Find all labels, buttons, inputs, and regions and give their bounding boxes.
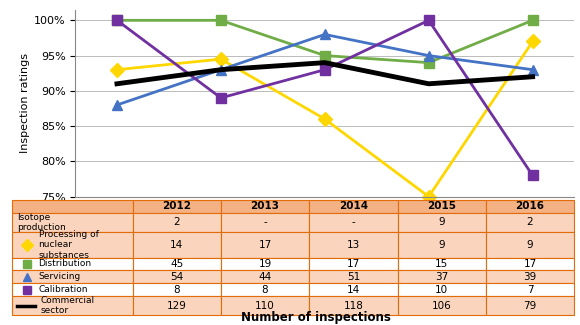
Bar [309, 270, 397, 283]
Bar [486, 200, 574, 213]
Text: 110: 110 [255, 301, 275, 311]
Text: 13: 13 [347, 240, 360, 250]
Bar [221, 200, 309, 213]
Bar [133, 200, 221, 213]
Text: 51: 51 [347, 272, 360, 282]
Bar [221, 270, 309, 283]
Bar [309, 213, 397, 232]
Text: 44: 44 [259, 272, 271, 282]
Text: 2015: 2015 [427, 201, 456, 211]
Text: 9: 9 [527, 240, 534, 250]
Bar [486, 296, 574, 315]
Bar [133, 257, 221, 270]
Text: 2016: 2016 [516, 201, 545, 211]
Text: 17: 17 [347, 259, 360, 269]
Text: 15: 15 [435, 259, 448, 269]
Bar [12, 283, 133, 296]
Text: 14: 14 [347, 285, 360, 294]
Bar [133, 270, 221, 283]
Bar [397, 296, 486, 315]
Bar [486, 270, 574, 283]
Bar [397, 270, 486, 283]
Bar [486, 232, 574, 257]
Bar [309, 257, 397, 270]
Text: 118: 118 [343, 301, 363, 311]
Bar [12, 296, 133, 315]
Bar [221, 257, 309, 270]
Bar [486, 283, 574, 296]
Text: 17: 17 [523, 259, 536, 269]
Text: 9: 9 [438, 217, 445, 227]
Text: 37: 37 [435, 272, 448, 282]
Bar [12, 232, 133, 257]
Bar [397, 257, 486, 270]
Text: -: - [263, 217, 267, 227]
Text: 7: 7 [527, 285, 534, 294]
Bar [309, 283, 397, 296]
Bar [133, 232, 221, 257]
Text: 14: 14 [170, 240, 183, 250]
Text: 54: 54 [170, 272, 183, 282]
Bar [309, 200, 397, 213]
Text: 2012: 2012 [162, 201, 191, 211]
Text: 2: 2 [173, 217, 180, 227]
Text: Servicing: Servicing [39, 272, 81, 281]
Text: 10: 10 [435, 285, 448, 294]
Bar [309, 232, 397, 257]
Text: 8: 8 [173, 285, 180, 294]
Text: Calibration: Calibration [39, 285, 88, 294]
Bar [133, 283, 221, 296]
Bar [221, 232, 309, 257]
Bar [133, 213, 221, 232]
Text: 2013: 2013 [251, 201, 280, 211]
Text: 17: 17 [259, 240, 271, 250]
Text: 79: 79 [523, 301, 536, 311]
Bar [486, 257, 574, 270]
Bar [221, 296, 309, 315]
Bar [12, 213, 133, 232]
Text: Processing of
nuclear
substances: Processing of nuclear substances [39, 230, 99, 260]
Y-axis label: Inspection ratings: Inspection ratings [20, 53, 30, 153]
Text: 2014: 2014 [339, 201, 368, 211]
Bar [397, 283, 486, 296]
Text: 45: 45 [170, 259, 183, 269]
Text: -: - [351, 217, 356, 227]
Text: Number of inspections: Number of inspections [241, 311, 391, 324]
Text: 19: 19 [259, 259, 271, 269]
Bar [12, 257, 133, 270]
Bar [221, 213, 309, 232]
Text: 106: 106 [432, 301, 452, 311]
Text: 2: 2 [527, 217, 534, 227]
Text: 129: 129 [167, 301, 187, 311]
Bar [12, 200, 133, 213]
Text: 8: 8 [262, 285, 269, 294]
Bar [133, 296, 221, 315]
Text: 39: 39 [523, 272, 536, 282]
Bar [397, 213, 486, 232]
Bar [12, 270, 133, 283]
Bar [486, 213, 574, 232]
Text: Commercial
sector: Commercial sector [41, 296, 95, 315]
Bar [397, 200, 486, 213]
Bar [397, 232, 486, 257]
Bar [221, 283, 309, 296]
Text: Distribution: Distribution [39, 259, 92, 268]
Text: Isotope
production: Isotope production [17, 213, 66, 232]
Bar [309, 296, 397, 315]
Text: 9: 9 [438, 240, 445, 250]
